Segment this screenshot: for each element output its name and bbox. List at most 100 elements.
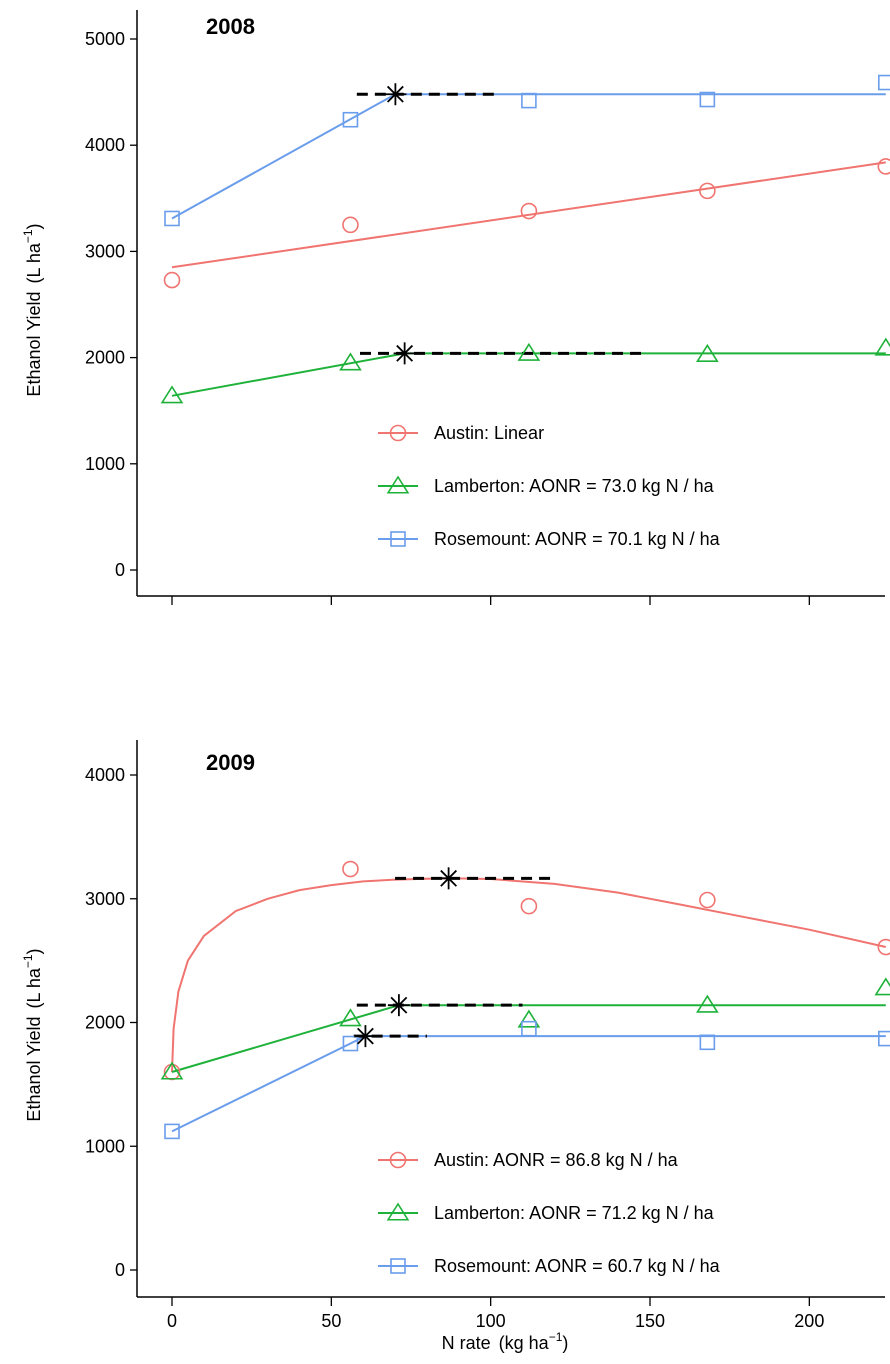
legend-swatch-marker (390, 531, 406, 547)
aonr-markers (384, 83, 416, 365)
y-axis-units-sup: −1 (21, 229, 35, 243)
y-tick-label: 3000 (85, 241, 125, 261)
data-point (696, 343, 719, 362)
data-point (342, 111, 359, 128)
data-point (521, 1020, 537, 1037)
x-tick-label: 200 (794, 1311, 824, 1331)
data-point (163, 271, 181, 289)
legend: Austin: AONR = 86.8 kg N / ha Lamberton: … (378, 1150, 721, 1276)
data-point (342, 216, 359, 234)
data-point (699, 1034, 716, 1051)
axes: 0 1000 2000 3000 4000 0 50 100 150 200 (85, 740, 885, 1331)
aonr-star (437, 867, 460, 890)
data-point (517, 342, 541, 361)
x-tick-label: 100 (476, 1311, 506, 1331)
y-tick-label: 1000 (85, 1136, 125, 1156)
data-point (517, 1009, 541, 1028)
legend-label: Rosemount: AONR = 70.1 kg N / ha (434, 529, 721, 549)
aonr-star (354, 1025, 377, 1048)
aonr-bands (356, 92, 647, 355)
x-tick-label: 50 (321, 1311, 341, 1331)
data-point (874, 977, 890, 996)
aonr-star (393, 342, 416, 365)
y-axis-label: Ethanol Yield (24, 1016, 44, 1121)
data-points (160, 860, 890, 1140)
legend-label: Rosemount: AONR = 60.7 kg N / ha (434, 1256, 721, 1276)
panel-title: 2009 (206, 750, 255, 775)
chart-2008: 0 1000 2000 3000 4000 5000 2008 Austin: Linea… (21, 10, 890, 605)
legend-swatch-marker (389, 1151, 407, 1169)
data-point (164, 210, 180, 227)
fit-lines (171, 877, 887, 1133)
y-tick-label: 1000 (85, 454, 125, 474)
y-axis-units: (L ha (24, 242, 44, 283)
data-point (339, 1008, 362, 1027)
data-point (699, 182, 716, 200)
data-point (878, 1030, 890, 1047)
data-point (160, 1061, 184, 1080)
legend-swatch-marker (389, 424, 407, 442)
aonr-star-stroke (386, 85, 404, 103)
data-point (520, 202, 538, 220)
y-tick-label: 4000 (85, 135, 125, 155)
y-tick-label: 2000 (85, 348, 125, 368)
aonr-bands (353, 876, 555, 1038)
data-point (874, 337, 890, 356)
fit-line (171, 93, 886, 220)
data-point (699, 891, 716, 909)
x-axis-units-sup: −1 (549, 1330, 563, 1344)
fit-lines (171, 93, 886, 397)
data-point (878, 74, 890, 91)
y-axis-units: (L ha (24, 967, 44, 1008)
x-axis-units: (kg ha (499, 1333, 550, 1353)
fit-line (171, 1035, 886, 1133)
data-point (521, 92, 537, 109)
data-point (160, 385, 184, 404)
fit-line (171, 877, 887, 1073)
x-axis-label: N rate (442, 1333, 491, 1353)
aonr-star-stroke (357, 1027, 374, 1045)
legend-label: Austin: AONR = 86.8 kg N / ha (434, 1150, 679, 1170)
data-point (164, 1123, 180, 1140)
panel-title: 2008 (206, 14, 255, 39)
x-axis-title: N rate (kg ha−1) (442, 1330, 569, 1353)
data-point (877, 158, 890, 175)
y-tick-label: 0 (115, 1260, 125, 1280)
data-point (342, 860, 359, 878)
data-point (877, 938, 890, 956)
aonr-star (387, 994, 410, 1017)
data-point (696, 994, 719, 1013)
aonr-markers (354, 867, 460, 1048)
y-tick-label: 3000 (85, 889, 125, 909)
data-point (699, 91, 716, 108)
y-axis-title: Ethanol Yield(L ha−1) (21, 223, 44, 396)
y-tick-label: 0 (115, 560, 125, 580)
fit-line (171, 1004, 886, 1073)
axes: 0 1000 2000 3000 4000 5000 (85, 10, 885, 605)
y-tick-label: 5000 (85, 29, 125, 49)
data-point (520, 897, 538, 915)
y-axis-title: Ethanol Yield(L ha−1) (21, 948, 44, 1121)
chart-2009: 0 1000 2000 3000 4000 0 50 100 150 200 2009 Austi… (21, 740, 890, 1353)
legend-swatch-marker (390, 1258, 406, 1274)
y-tick-label: 4000 (85, 765, 125, 785)
legend-label: Lamberton: AONR = 71.2 kg N / ha (434, 1203, 715, 1223)
data-points (160, 74, 890, 404)
x-tick-label: 150 (635, 1311, 665, 1331)
y-tick-label: 2000 (85, 1013, 125, 1033)
x-tick-label: 0 (167, 1311, 177, 1331)
aonr-star-stroke (390, 996, 408, 1014)
legend-label: Lamberton: AONR = 73.0 kg N / ha (434, 476, 715, 496)
legend-swatch-marker (386, 1202, 410, 1221)
legend-label: Austin: Linear (434, 423, 544, 443)
aonr-star-stroke (440, 869, 458, 887)
legend-swatch-marker (386, 475, 410, 494)
aonr-star-stroke (396, 344, 414, 362)
y-axis-units-sup: −1 (21, 954, 35, 968)
y-axis-label: Ethanol Yield (24, 291, 44, 396)
fit-line (171, 161, 886, 269)
legend: Austin: Linear Lamberton: AONR = 73.0 kg … (378, 423, 721, 549)
data-point (339, 352, 362, 371)
aonr-star (384, 83, 407, 106)
